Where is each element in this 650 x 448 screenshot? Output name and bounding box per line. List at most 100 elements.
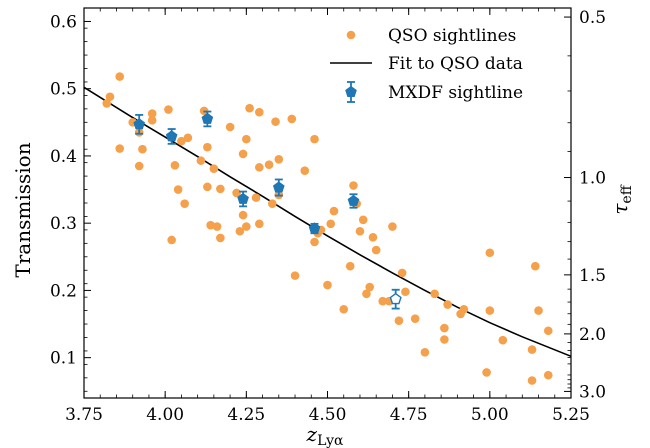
x-tick-label: 3.75 — [65, 405, 103, 425]
qso-point — [394, 316, 404, 325]
qso-point — [430, 289, 439, 299]
qso-point — [225, 122, 235, 132]
qso-point — [329, 206, 339, 216]
qso-point — [232, 188, 241, 198]
qso-point — [203, 182, 212, 192]
y2-tick-label: 1.0 — [579, 169, 606, 189]
qso-point — [209, 164, 219, 174]
qso-point — [216, 184, 225, 194]
y-tick-label: 0.3 — [50, 214, 77, 234]
fit-line-layer — [83, 86, 572, 358]
qso-point — [397, 268, 407, 278]
qso-point — [271, 117, 280, 126]
legend-mxdf-label: MXDF sightline — [388, 83, 523, 103]
y2-tick-label: 0.5 — [579, 8, 606, 28]
legend-qso-label: QSO sightlines — [388, 26, 516, 46]
qso-point — [443, 300, 452, 309]
mxdf-point — [389, 292, 402, 305]
qso-point — [255, 163, 264, 172]
legend-mxdf-pentagon — [345, 85, 357, 97]
y-axis-left: 0.1 0.2 0.3 0.4 0.5 0.6 — [50, 12, 91, 392]
qso-point — [147, 115, 157, 125]
x-tick-label: 4.00 — [146, 405, 184, 425]
qso-point — [440, 335, 449, 344]
qso-point — [251, 193, 261, 202]
qso-point — [196, 156, 206, 165]
y-tick-label: 0.1 — [50, 349, 77, 369]
qso-point — [358, 215, 368, 225]
mxdf-point — [165, 130, 178, 142]
qso-point — [206, 220, 215, 230]
qso-point — [238, 210, 248, 220]
qso-point — [147, 109, 157, 118]
qso-point — [534, 306, 543, 315]
x-tick-label: 4.25 — [227, 405, 265, 425]
qso-point — [300, 166, 310, 176]
y2-axis-title: τeff — [608, 184, 635, 214]
qso-point — [485, 248, 495, 258]
qso-point — [212, 222, 222, 231]
y-tick-label: 0.2 — [50, 281, 77, 301]
legend-fit-label: Fit to QSO data — [388, 54, 523, 74]
mxdf-point — [237, 192, 249, 204]
qso-point — [349, 181, 358, 190]
fit-line — [83, 86, 572, 358]
qso-point — [242, 134, 251, 144]
qso-point — [105, 92, 115, 102]
qso-point — [255, 107, 264, 117]
qso-point — [274, 154, 284, 164]
qso-point — [401, 287, 410, 297]
qso-point — [164, 105, 173, 114]
mxdf-point — [133, 118, 146, 130]
qso-point — [543, 370, 553, 380]
qso-point — [527, 376, 537, 385]
qso-point — [290, 271, 300, 280]
qso-point — [459, 304, 469, 314]
qso-point — [167, 235, 176, 245]
qso-point — [264, 160, 274, 169]
qso-point — [527, 345, 537, 354]
qso-point — [170, 161, 180, 170]
x-axis: 3.75 4.00 4.25 4.50 4.75 5.00 5.25 — [65, 8, 590, 425]
qso-point — [173, 185, 183, 194]
qso-point — [323, 280, 332, 290]
x-tick-label: 5.00 — [471, 405, 509, 425]
mxdf-point — [272, 181, 285, 193]
mxdf-points-layer — [133, 110, 402, 310]
y-tick-label: 0.4 — [50, 147, 77, 167]
qso-point — [102, 99, 112, 108]
mxdf-point — [308, 222, 321, 234]
qso-point — [245, 103, 254, 113]
qso-point — [365, 282, 375, 292]
qso-point — [180, 199, 189, 208]
y2-tick-label: 2.0 — [579, 325, 606, 345]
qso-point — [287, 114, 297, 124]
qso-point — [183, 133, 193, 143]
qso-point — [339, 304, 349, 314]
qso-point — [368, 232, 378, 242]
legend: QSO sightlines Fit to QSO data MXDF sigh… — [330, 26, 523, 103]
qso-point — [177, 136, 186, 146]
qso-point — [420, 347, 430, 357]
qso-point — [216, 233, 225, 243]
qso-point — [498, 335, 508, 345]
qso-point — [485, 306, 495, 315]
mxdf-point — [201, 112, 214, 124]
x-tick-label: 5.25 — [552, 405, 590, 425]
qso-point — [410, 314, 420, 323]
qso-point — [115, 144, 125, 153]
qso-point — [326, 219, 336, 229]
qso-point — [310, 237, 319, 247]
qso-point — [255, 219, 264, 229]
qso-point — [134, 161, 144, 171]
qso-point — [242, 222, 251, 231]
qso-point — [345, 261, 355, 271]
qso-point — [482, 368, 491, 377]
qso-point — [371, 245, 381, 255]
qso-point — [530, 261, 540, 271]
qso-points-layer — [102, 72, 553, 385]
qso-point — [268, 199, 277, 208]
legend-qso-marker — [346, 30, 356, 40]
qso-point — [203, 142, 212, 152]
qso-point — [543, 326, 553, 336]
